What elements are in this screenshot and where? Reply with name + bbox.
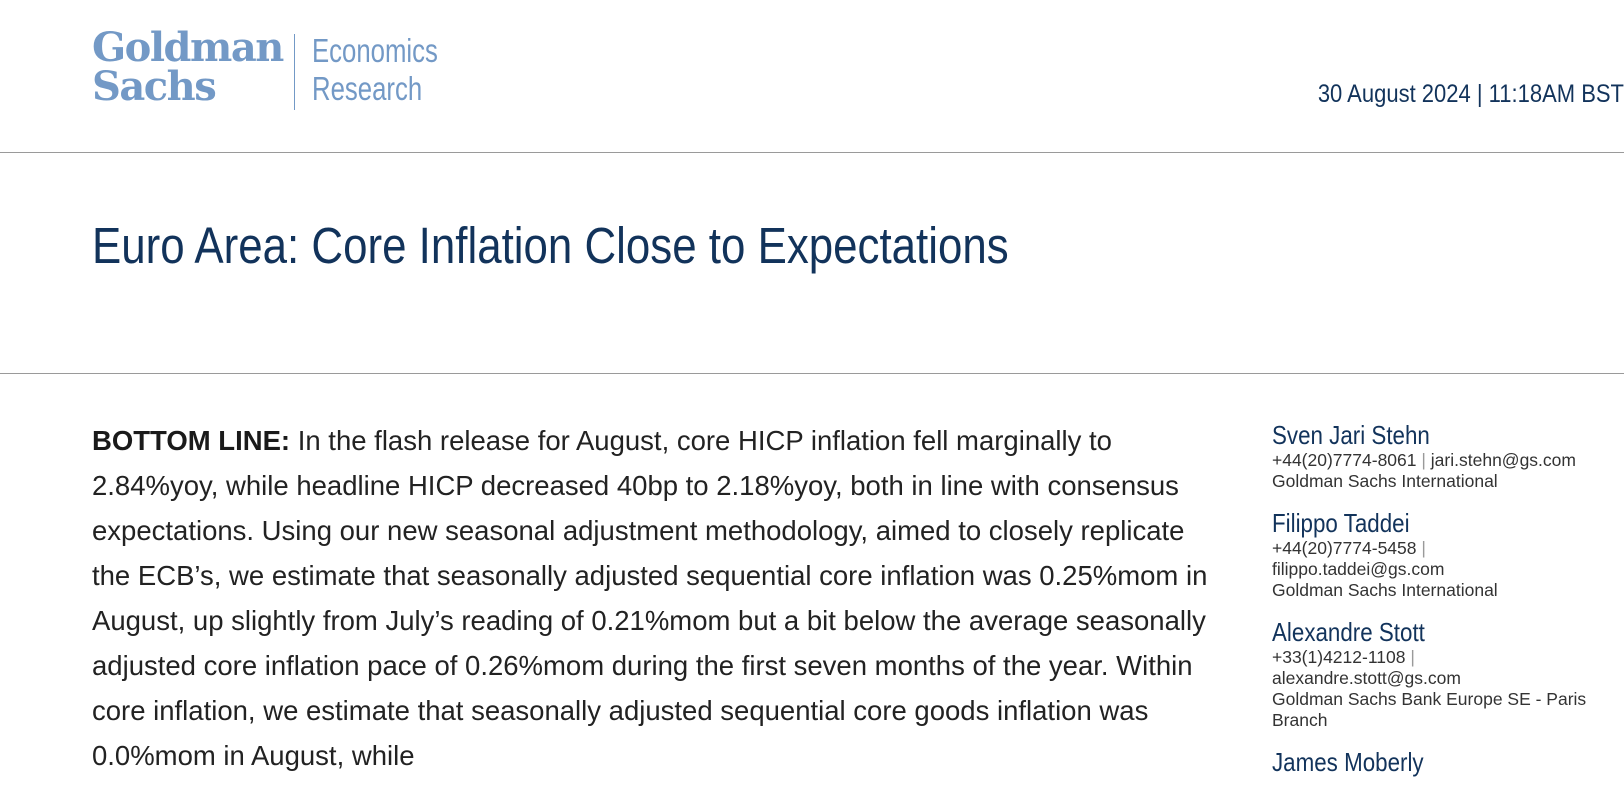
author-firm: Goldman Sachs International (1272, 580, 1498, 600)
author-card: Alexandre Stott +33(1)4212-1108 | alexan… (1272, 617, 1624, 731)
contact-separator: | (1421, 538, 1426, 558)
logo-sub-line-2: Research (312, 70, 423, 107)
author-contact: +44(20)7774-8061 | jari.stehn@gs.com (1272, 450, 1624, 471)
author-phone: +44(20)7774-5458 (1272, 538, 1417, 558)
publication-date: 30 August 2024 | 11:18AM BST (1317, 80, 1624, 108)
author-firm: Goldman Sachs Bank Europe SE - Paris Bra… (1272, 689, 1587, 730)
author-email-link[interactable]: filippo.taddei@gs.com (1272, 559, 1445, 579)
logo-line-2: Sachs (92, 63, 217, 110)
author-name: James Moberly (1272, 747, 1424, 777)
author-email-link[interactable]: jari.stehn@gs.com (1430, 450, 1576, 470)
author-phone: +44(20)7774-8061 (1272, 450, 1417, 470)
author-card: Sven Jari Stehn +44(20)7774-8061 | jari.… (1272, 420, 1624, 492)
author-card: James Moberly (1272, 747, 1624, 777)
author-list: Sven Jari Stehn +44(20)7774-8061 | jari.… (1272, 420, 1624, 793)
report-title: Euro Area: Core Inflation Close to Expec… (92, 217, 1009, 274)
author-email-link[interactable]: alexandre.stott@gs.com (1272, 668, 1461, 688)
contact-separator: | (1421, 450, 1426, 470)
author-contact: +33(1)4212-1108 | (1272, 647, 1624, 668)
header-divider (0, 152, 1624, 153)
logo-sub-line-1: Economics (312, 32, 438, 69)
author-name: Filippo Taddei (1272, 508, 1410, 538)
author-phone: +33(1)4212-1108 (1272, 647, 1406, 667)
author-name: Alexandre Stott (1272, 617, 1425, 647)
bottom-line-text: In the flash release for August, core HI… (92, 425, 1208, 771)
logo-wordmark: Goldman Sachs (92, 24, 284, 110)
bottom-line-paragraph: BOTTOM LINE: In the flash release for Au… (92, 418, 1208, 778)
author-contact: +44(20)7774-5458 | (1272, 538, 1624, 559)
logo-line-1: Goldman (92, 24, 284, 71)
logo-subtitle: Economics Research (312, 32, 438, 108)
contact-separator: | (1410, 647, 1415, 667)
title-divider (0, 373, 1624, 374)
author-firm: Goldman Sachs International (1272, 471, 1498, 491)
bottom-line-label: BOTTOM LINE: (92, 425, 291, 456)
author-name: Sven Jari Stehn (1272, 420, 1430, 450)
author-card: Filippo Taddei +44(20)7774-5458 | filipp… (1272, 508, 1624, 601)
logo-divider (294, 34, 295, 110)
